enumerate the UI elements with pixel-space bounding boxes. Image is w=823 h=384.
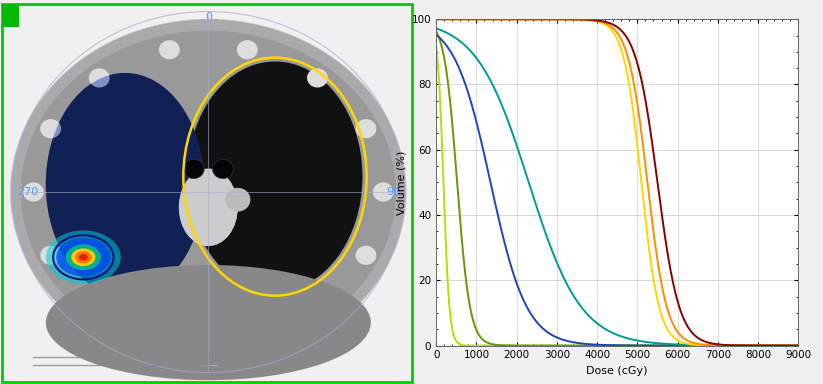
Circle shape <box>356 119 376 138</box>
Circle shape <box>184 159 204 179</box>
Text: 0: 0 <box>205 12 212 22</box>
Ellipse shape <box>46 265 371 380</box>
Circle shape <box>307 68 328 88</box>
Circle shape <box>373 182 393 202</box>
Circle shape <box>225 188 250 211</box>
Circle shape <box>307 296 328 316</box>
Circle shape <box>89 296 109 316</box>
Circle shape <box>89 68 109 88</box>
Ellipse shape <box>11 19 407 365</box>
Bar <box>2 4 19 27</box>
Ellipse shape <box>66 245 101 270</box>
Circle shape <box>212 159 234 179</box>
Circle shape <box>23 182 44 202</box>
Ellipse shape <box>46 230 121 284</box>
Y-axis label: Volume (%): Volume (%) <box>396 150 406 215</box>
Text: 90: 90 <box>386 187 400 197</box>
Ellipse shape <box>46 73 204 296</box>
Circle shape <box>237 40 258 60</box>
Circle shape <box>40 119 61 138</box>
Circle shape <box>40 246 61 265</box>
Circle shape <box>356 246 376 265</box>
Circle shape <box>159 324 179 344</box>
Ellipse shape <box>72 248 95 266</box>
Text: 270: 270 <box>16 187 38 197</box>
Ellipse shape <box>75 251 91 263</box>
X-axis label: Dose (cGy): Dose (cGy) <box>587 366 648 376</box>
Circle shape <box>159 40 179 60</box>
Ellipse shape <box>78 254 88 261</box>
Text: 180: 180 <box>198 362 219 372</box>
Ellipse shape <box>46 73 204 296</box>
Ellipse shape <box>179 169 238 246</box>
Ellipse shape <box>188 61 362 292</box>
Ellipse shape <box>56 238 110 276</box>
Circle shape <box>237 324 258 344</box>
Ellipse shape <box>21 31 396 353</box>
